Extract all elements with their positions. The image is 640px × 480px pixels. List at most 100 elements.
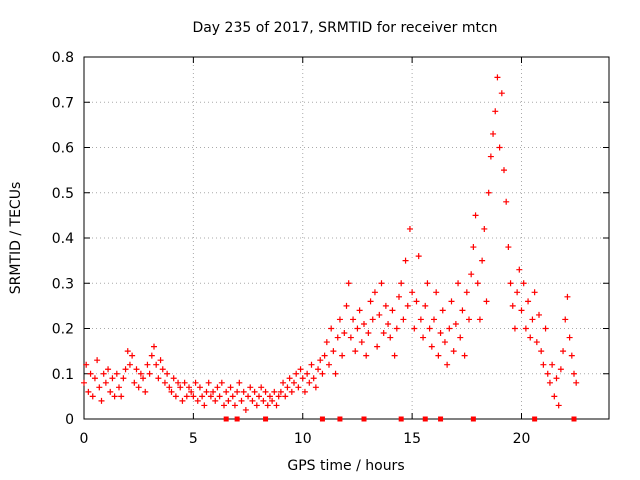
data-point <box>190 393 197 400</box>
data-point <box>503 198 510 205</box>
data-point <box>470 244 477 251</box>
data-point <box>492 108 499 115</box>
data-point <box>507 280 514 287</box>
data-point <box>94 357 101 364</box>
data-point <box>253 402 260 409</box>
data-point <box>225 397 232 404</box>
data-point <box>264 402 271 409</box>
data-point <box>365 330 372 337</box>
data-point <box>231 402 238 409</box>
data-point <box>483 298 490 305</box>
y-tick-label: 0.5 <box>52 186 74 202</box>
data-point <box>157 357 164 364</box>
data-point <box>266 393 273 400</box>
data-point <box>273 402 280 409</box>
data-point <box>347 334 354 341</box>
data-point <box>280 379 287 386</box>
data-point <box>564 293 571 300</box>
data-point <box>194 397 201 404</box>
data-point <box>205 379 212 386</box>
data-point <box>242 406 249 413</box>
y-tick-label: 0.3 <box>52 276 74 292</box>
data-point <box>284 384 291 391</box>
data-point <box>369 316 376 323</box>
plot-frame <box>83 56 610 420</box>
data-points <box>81 74 580 413</box>
y-tick-label: 0.8 <box>52 50 74 66</box>
data-point <box>431 316 437 323</box>
data-point <box>549 361 556 368</box>
data-point <box>411 325 418 332</box>
data-point <box>439 307 446 314</box>
data-point <box>87 370 94 377</box>
data-point <box>533 339 540 346</box>
data-point <box>234 388 241 395</box>
data-point <box>415 253 422 260</box>
data-point <box>223 388 230 395</box>
axis-marker <box>438 416 444 422</box>
data-point <box>490 130 497 137</box>
data-point <box>544 370 551 377</box>
data-point <box>203 388 210 395</box>
data-point <box>177 384 184 391</box>
x-tick-label: 5 <box>189 431 198 447</box>
data-point <box>345 280 352 287</box>
data-point <box>282 393 289 400</box>
data-point <box>538 348 545 355</box>
data-point <box>540 361 547 368</box>
data-point <box>151 343 157 350</box>
data-point <box>389 307 396 314</box>
data-point <box>571 370 577 377</box>
data-point <box>96 384 103 391</box>
data-point <box>361 320 367 327</box>
data-point <box>291 379 297 386</box>
data-point <box>496 144 503 151</box>
data-point <box>435 352 442 359</box>
data-point <box>321 352 328 359</box>
data-point <box>275 393 282 400</box>
data-point <box>229 393 236 400</box>
data-point <box>391 352 398 359</box>
x-tick-label: 0 <box>80 431 89 447</box>
data-point <box>352 348 359 355</box>
data-point <box>83 361 90 368</box>
grid-lines <box>84 57 609 419</box>
data-point <box>122 366 129 373</box>
data-point <box>288 388 295 395</box>
data-point <box>463 289 470 296</box>
data-point <box>155 375 162 382</box>
data-point <box>105 366 112 373</box>
data-point <box>498 90 505 97</box>
y-tick-label: 0.4 <box>52 231 74 247</box>
data-point <box>417 316 424 323</box>
data-point <box>166 384 173 391</box>
chart-title: Day 235 of 2017, SRMTID for receiver mtc… <box>192 20 497 36</box>
data-point <box>330 348 337 355</box>
axes: 0 5 10 15 20 0 0.1 0.2 0.3 0.4 0.5 0.6 0.7 0.8 <box>52 50 609 447</box>
data-point <box>406 225 413 232</box>
data-point <box>306 379 313 386</box>
data-point <box>409 289 416 296</box>
data-point <box>304 370 311 377</box>
data-point <box>137 370 144 377</box>
data-point <box>426 325 433 332</box>
data-point <box>133 366 140 373</box>
axis-marker <box>422 416 428 422</box>
data-point <box>312 384 319 391</box>
data-point <box>382 302 389 309</box>
data-point <box>168 388 175 395</box>
data-point <box>380 330 387 337</box>
data-point <box>461 352 468 359</box>
data-point <box>501 167 507 174</box>
data-point <box>98 397 105 404</box>
data-point <box>251 388 258 395</box>
data-point <box>135 384 142 391</box>
data-point <box>188 388 195 395</box>
data-point <box>487 153 494 160</box>
data-point <box>452 320 459 327</box>
data-point <box>573 379 580 386</box>
data-point <box>102 379 109 386</box>
data-point <box>428 343 435 350</box>
data-point <box>336 316 343 323</box>
